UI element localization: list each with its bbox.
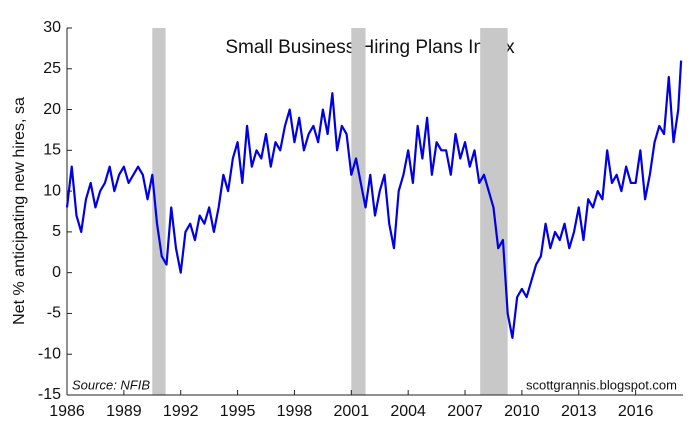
x-tick-label: 1989 <box>106 403 142 420</box>
data-line <box>65 60 683 340</box>
x-tick-label: 2004 <box>390 403 426 420</box>
y-tick-label: -5 <box>47 305 61 322</box>
recession-band <box>351 28 366 395</box>
x-tick-label: 2007 <box>447 403 483 420</box>
y-tick-label: -10 <box>38 345 61 362</box>
credit-note: scottgrannis.blogspot.com <box>526 377 677 392</box>
y-tick-label: 20 <box>43 101 61 118</box>
x-tick-label: 2001 <box>334 403 370 420</box>
x-tick-label: 1998 <box>277 403 313 420</box>
y-tick-label: 15 <box>43 142 61 159</box>
x-tick-label: 1995 <box>220 403 256 420</box>
x-tick-label: 1986 <box>49 403 85 420</box>
recession-band <box>152 28 166 395</box>
x-tick-label: 2013 <box>561 403 597 420</box>
x-tick-label: 2010 <box>504 403 540 420</box>
x-tick-label: 1992 <box>163 403 199 420</box>
y-axis-label: Net % anticipating new hires, sa <box>11 97 28 325</box>
y-tick-label: -15 <box>38 386 61 403</box>
y-tick-label: 0 <box>52 264 61 281</box>
source-note: Source: NFIB <box>72 377 150 392</box>
y-tick-label: 5 <box>52 223 61 240</box>
y-tick-label: 10 <box>43 182 61 199</box>
x-tick-label: 2016 <box>618 403 654 420</box>
chart-title: Small Business Hiring Plans Index <box>225 37 515 58</box>
y-tick-label: 30 <box>43 19 61 36</box>
y-tick-label: 25 <box>43 60 61 77</box>
